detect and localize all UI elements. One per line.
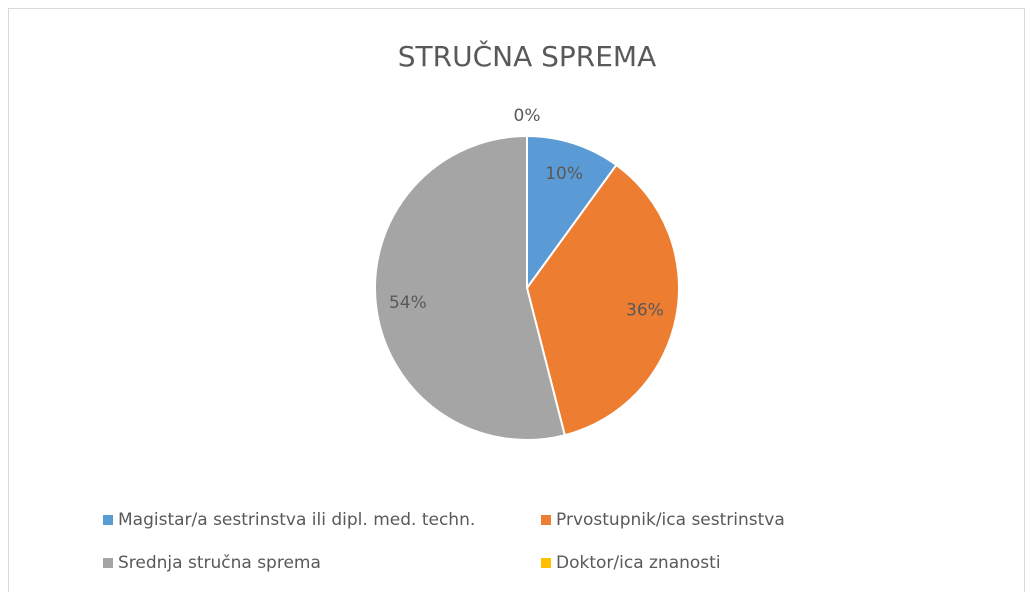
chart-title: STRUČNA SPREMA — [398, 39, 657, 73]
legend-label: Magistar/a sestrinstva ili dipl. med. te… — [118, 510, 475, 530]
legend-label: Prvostupnik/ica sestrinstva — [556, 510, 785, 530]
pie-slice — [525, 163, 680, 437]
data-label: 54% — [389, 293, 427, 313]
pie-slice — [374, 134, 567, 441]
pie-slice — [526, 134, 618, 292]
legend-swatch — [541, 515, 551, 525]
legend-swatch — [103, 515, 113, 525]
data-label: 10% — [545, 164, 583, 184]
legend-label: Doktor/ica znanosti — [556, 553, 721, 573]
legend-swatch — [103, 558, 113, 568]
data-label: 0% — [514, 106, 541, 126]
data-label: 36% — [626, 301, 664, 321]
legend-swatch — [541, 558, 551, 568]
legend-label: Srednja stručna sprema — [118, 553, 321, 573]
